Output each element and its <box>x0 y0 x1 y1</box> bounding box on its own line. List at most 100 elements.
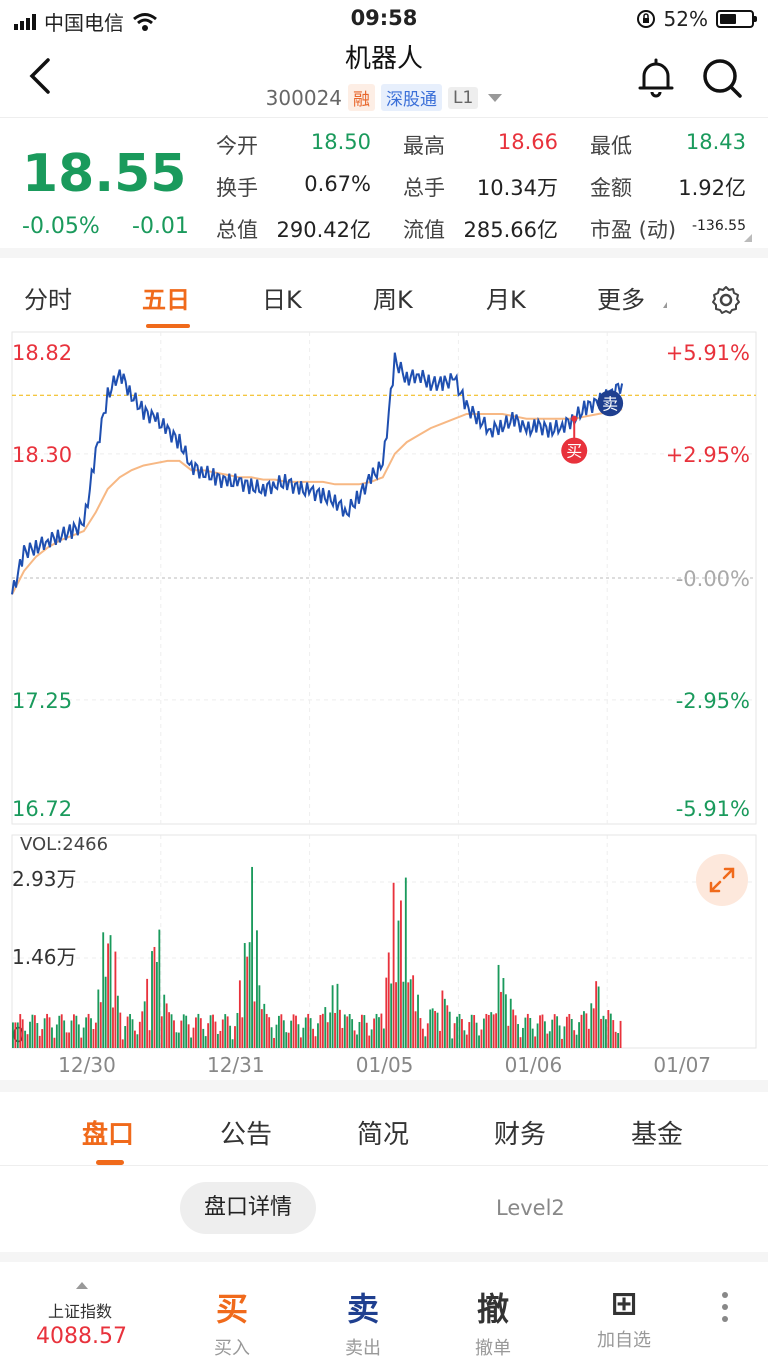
quote-panel[interactable]: 18.55 -0.05% -0.01 今开 18.50 最高 18.66 最低 18.43… <box>0 120 768 258</box>
volume-bar <box>419 1018 422 1048</box>
volume-bar <box>507 1025 510 1048</box>
volume-bar <box>321 1013 324 1048</box>
trade-marker-dot <box>571 415 578 422</box>
tab-daily-k[interactable]: 日K <box>262 286 302 314</box>
current-price: 18.55 <box>22 144 187 204</box>
volume-bar <box>617 1033 620 1048</box>
volume-bar <box>263 1003 266 1048</box>
volume-bar <box>429 1009 432 1048</box>
volume-bar <box>238 980 241 1048</box>
volume-bar <box>275 1024 278 1048</box>
volume-bar <box>514 1015 517 1048</box>
volume-bar <box>119 1012 122 1048</box>
volume-bar <box>351 1019 354 1048</box>
sell-label: 卖出 <box>345 1338 381 1359</box>
volume-bar <box>241 1017 244 1048</box>
volume-bar <box>280 1014 283 1048</box>
tab-more[interactable]: 更多 <box>597 286 645 314</box>
connect-tag: 深股通 <box>381 84 443 111</box>
volume-bar <box>353 1030 356 1048</box>
average-price-line <box>11 408 623 595</box>
volume-bar <box>573 1030 576 1048</box>
volume-bar <box>102 932 105 1048</box>
stock-code-line[interactable]: 300024 融 深股通 L1 <box>0 84 768 111</box>
tab-monthly-k[interactable]: 月K <box>486 286 526 314</box>
trade-marker-label: 卖 <box>602 394 618 413</box>
volume-bar <box>568 1014 571 1048</box>
volume-bar <box>77 1024 80 1048</box>
cancel-order-button[interactable]: 撤 撤单 <box>443 1284 543 1360</box>
volume-bar <box>114 951 117 1048</box>
level2-button[interactable]: Level2 <box>496 1196 565 1220</box>
sell-glyph: 卖 <box>346 1290 379 1328</box>
volume-bar <box>177 1032 180 1048</box>
volume-bar <box>536 1023 539 1048</box>
right-axis-label: +5.91% <box>666 341 750 365</box>
expand-corner-icon[interactable] <box>744 234 752 242</box>
volume-bar <box>24 1030 27 1048</box>
order-book-detail-button[interactable]: 盘口详情 <box>180 1182 316 1234</box>
volume-bar <box>465 1034 468 1048</box>
index-caret-icon <box>76 1282 88 1289</box>
volume-bar <box>473 1015 476 1048</box>
volume-bar <box>373 1018 376 1048</box>
five-day-chart[interactable]: 18.82 +5.91% 18.30 +2.95% -0.00% 17.25 -2.95% 1… <box>0 330 768 1080</box>
add-square-icon: ⊞ <box>610 1284 638 1322</box>
volume-bar <box>570 1018 573 1048</box>
volume-bar <box>539 1015 541 1048</box>
volume-bar <box>400 900 402 1048</box>
volume-bar <box>146 978 149 1048</box>
sell-button[interactable]: 卖 卖出 <box>313 1284 413 1360</box>
search-icon[interactable] <box>700 56 744 100</box>
tab-order-book[interactable]: 盘口 <box>82 1120 135 1150</box>
volume-bar <box>43 1018 46 1048</box>
index-name[interactable]: 上证指数 <box>48 1302 113 1321</box>
tab-announcements[interactable]: 公告 <box>220 1120 273 1150</box>
tab-funds[interactable]: 基金 <box>631 1120 684 1150</box>
volume-bar <box>309 1018 312 1048</box>
add-watchlist-button[interactable]: ⊞ 加自选 <box>574 1284 674 1352</box>
volume-bar <box>461 1019 463 1048</box>
volume-bar <box>348 1014 351 1048</box>
volume-bar <box>497 964 500 1048</box>
buy-button[interactable]: 买 买入 <box>182 1284 282 1360</box>
volume-bar <box>421 1028 424 1048</box>
bell-icon[interactable] <box>634 56 678 100</box>
volume-bar <box>602 1015 605 1048</box>
tab-profile[interactable]: 简况 <box>357 1120 410 1150</box>
volume-bar <box>509 998 512 1048</box>
tab-finance[interactable]: 财务 <box>494 1120 547 1150</box>
volume-bar <box>500 991 502 1048</box>
volume-bar <box>356 1034 358 1048</box>
index-value[interactable]: 4088.57 <box>36 1324 127 1349</box>
expand-icon <box>709 867 735 893</box>
trade-action-bar: 上证指数 4088.57 买 买入 卖 卖出 撤 撤单 ⊞ 加自选 <box>0 1262 768 1366</box>
volume-bar <box>97 989 100 1048</box>
trade-marker-label: 买 <box>566 442 582 461</box>
volume-bar <box>246 956 249 1048</box>
cancel-label: 撤单 <box>475 1338 511 1359</box>
fullscreen-button[interactable] <box>696 854 748 906</box>
gear-icon[interactable] <box>710 284 742 316</box>
tab-weekly-k[interactable]: 周K <box>373 286 413 314</box>
quote-value: -136.55 <box>691 218 746 234</box>
volume-bar <box>226 1016 229 1048</box>
volume-bar <box>141 1011 144 1048</box>
quote-label: 流值 <box>403 218 445 242</box>
tab-five-day[interactable]: 五日 <box>142 286 190 314</box>
back-arrow-icon[interactable] <box>26 56 56 96</box>
volume-bar <box>202 1028 205 1048</box>
quote-label: 换手 <box>216 176 258 200</box>
tab-intraday[interactable]: 分时 <box>24 286 72 314</box>
volume-bar <box>382 1028 385 1048</box>
volume-bar <box>339 1009 341 1048</box>
volume-bar <box>524 1017 527 1048</box>
volume-bar <box>595 981 598 1048</box>
volume-bar <box>251 866 253 1048</box>
volume-bar <box>519 1037 522 1048</box>
volume-bar <box>53 1037 56 1048</box>
change-amount: -0.01 <box>132 214 189 239</box>
more-options-icon[interactable] <box>720 1292 730 1328</box>
chevron-down-icon[interactable] <box>488 93 503 102</box>
volume-bar <box>609 1013 612 1048</box>
